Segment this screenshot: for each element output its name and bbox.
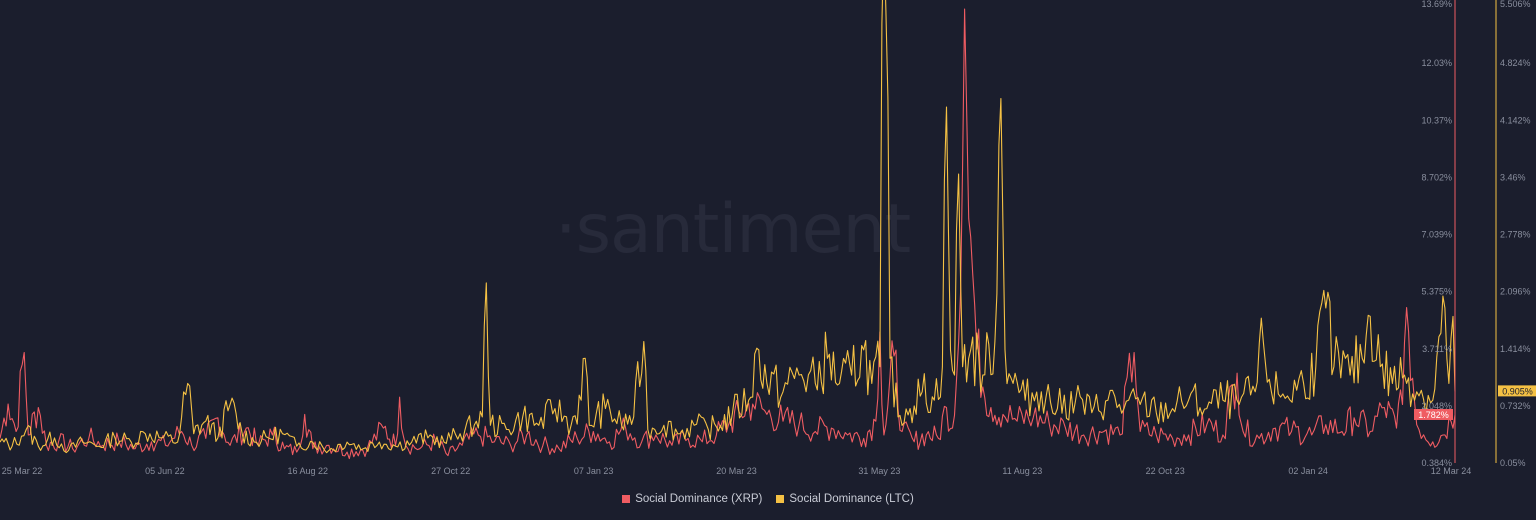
y-tick-label: 3.711%: [1422, 344, 1452, 354]
legend-swatch-ltc: [776, 495, 785, 503]
y-tick-label: 4.824%: [1500, 58, 1531, 68]
legend-label-ltc: Social Dominance (LTC): [789, 493, 914, 505]
y-tick-label: 2.096%: [1500, 287, 1531, 297]
series-line-xrp[interactable]: [0, 8, 1456, 460]
y-tick-label: 13.69%: [1421, 0, 1452, 9]
x-tick-label: 11 Aug 23: [1002, 466, 1042, 476]
y-tick-label: 0.384%: [1421, 458, 1452, 468]
y-tick-label: 2.778%: [1500, 230, 1531, 240]
x-tick-label: 31 May 23: [858, 466, 900, 476]
last-value-badge-ltc: [1498, 385, 1536, 397]
watermark: ·santiment: [555, 190, 911, 269]
last-value-label-ltc: 0.905%: [1502, 386, 1533, 396]
legend: Social Dominance (XRP) Social Dominance …: [0, 489, 1536, 509]
y-tick-label: 1.414%: [1500, 344, 1531, 354]
y-tick-label: 8.702%: [1421, 172, 1452, 182]
x-tick-label: 16 Aug 22: [288, 466, 329, 476]
series-line-ltc[interactable]: [0, 0, 1456, 454]
y-tick-label: 2.048%: [1421, 401, 1452, 411]
chart-canvas: ·santiment 13.69% 12.03% 10.37% 8.702% 7.039…: [0, 0, 1536, 476]
legend-item-xrp[interactable]: Social Dominance (XRP): [622, 493, 762, 505]
x-tick-label: 05 Jun 22: [145, 466, 185, 476]
y-tick-label: 5.506%: [1500, 0, 1531, 9]
y-tick-label: 4.142%: [1500, 115, 1531, 125]
x-tick-label: 12 Mar 24: [1431, 466, 1472, 476]
y-tick-label: 3.46%: [1500, 172, 1526, 182]
last-value-badge-xrp: [1414, 408, 1453, 420]
x-tick-label: 22 Oct 23: [1146, 466, 1185, 476]
y-tick-label: 5.375%: [1421, 287, 1452, 297]
x-tick-label: 02 Jan 24: [1288, 466, 1328, 476]
x-tick-label: 07 Jan 23: [574, 466, 614, 476]
legend-label-xrp: Social Dominance (XRP): [635, 493, 763, 505]
x-tick-label: 27 Oct 22: [431, 466, 470, 476]
series-layer: [0, 0, 1456, 460]
last-value-label-xrp: 1.782%: [1418, 410, 1449, 420]
y-tick-label: 7.039%: [1421, 230, 1452, 240]
x-tick-label: 25 Mar 22: [2, 466, 43, 476]
y-tick-label: 0.732%: [1500, 401, 1531, 411]
legend-item-ltc[interactable]: Social Dominance (LTC): [776, 493, 914, 505]
y-tick-label: 12.03%: [1421, 58, 1452, 68]
y-tick-label: 0.05%: [1500, 458, 1526, 468]
axis-layer: 13.69% 12.03% 10.37% 8.702% 7.039% 5.375% 3.71…: [2, 0, 1536, 476]
legend-swatch-xrp: [622, 495, 631, 503]
y-tick-label: 10.37%: [1421, 115, 1452, 125]
x-tick-label: 20 Mar 23: [716, 466, 757, 476]
